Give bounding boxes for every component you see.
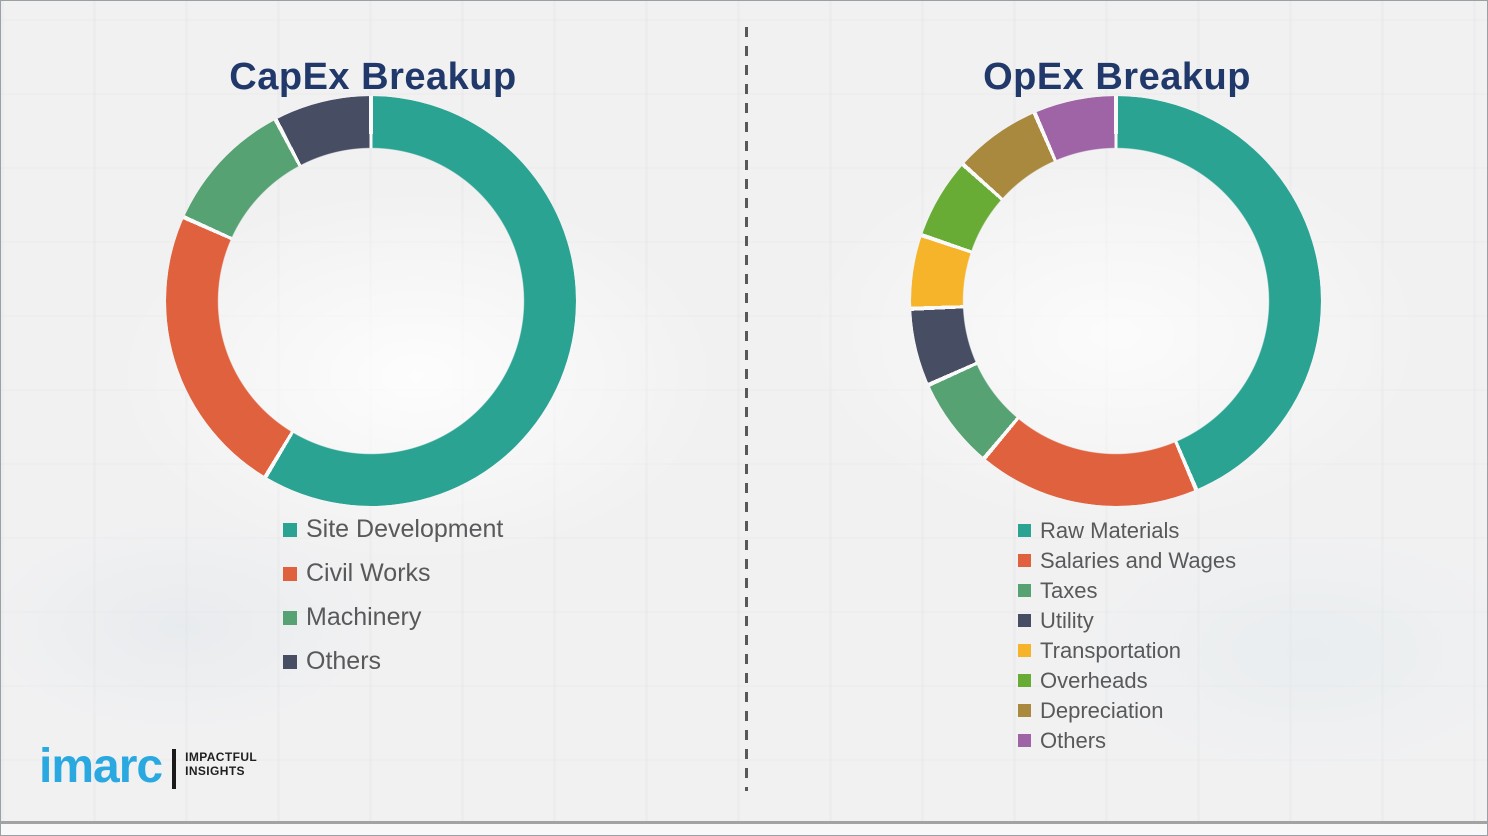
legend-item: Salaries and Wages bbox=[1018, 547, 1237, 573]
legend-swatch-icon bbox=[1018, 524, 1031, 537]
opex-title: OpEx Breakup bbox=[983, 56, 1251, 99]
divider-dashed-line bbox=[745, 27, 748, 791]
imarc-logo: imarc IMPACTFUL INSIGHTS bbox=[39, 739, 257, 795]
legend-label: Machinery bbox=[306, 603, 422, 631]
capex-donut-chart bbox=[166, 96, 576, 506]
capex-panel: CapEx Breakup Site Development Civil Work… bbox=[1, 1, 745, 821]
legend-swatch-icon bbox=[283, 610, 297, 625]
legend-item: Machinery bbox=[283, 603, 503, 631]
legend-item: Depreciation bbox=[1018, 697, 1236, 723]
legend-label: Taxes bbox=[1040, 577, 1098, 603]
legend-item: Others bbox=[283, 647, 503, 675]
legend-swatch-icon bbox=[283, 566, 297, 581]
legend-label: Salaries and Wages bbox=[1040, 547, 1237, 573]
legend-label: Transportation bbox=[1040, 637, 1182, 663]
legend-swatch-icon bbox=[1018, 584, 1031, 597]
opex-donut-chart bbox=[911, 96, 1321, 506]
legend-label: Utility bbox=[1040, 607, 1094, 633]
opex-legend: Raw Materials Salaries and Wages Taxes Util… bbox=[1018, 517, 1237, 753]
legend-label: Raw Materials bbox=[1040, 517, 1180, 543]
logo-tagline-line1: IMPACTFUL bbox=[185, 750, 258, 764]
legend-item: Utility bbox=[1018, 607, 1236, 633]
legend-label: Overheads bbox=[1040, 667, 1148, 693]
legend-swatch-icon bbox=[1018, 554, 1031, 567]
legend-swatch-icon bbox=[283, 654, 297, 669]
legend-item: Raw Materials bbox=[1018, 517, 1236, 543]
legend-swatch-icon bbox=[283, 522, 297, 537]
legend-item: Civil Works bbox=[283, 559, 503, 587]
legend-label: Civil Works bbox=[306, 559, 431, 587]
legend-label: Others bbox=[1040, 727, 1107, 753]
legend-label: Site Development bbox=[306, 515, 504, 543]
legend-swatch-icon bbox=[1018, 704, 1031, 717]
legend-item: Transportation bbox=[1018, 637, 1236, 663]
legend-swatch-icon bbox=[1018, 614, 1031, 627]
legend-item: Others bbox=[1018, 727, 1236, 753]
opex-panel: OpEx Breakup Raw Materials Salaries and W… bbox=[746, 1, 1487, 821]
legend-item: Site Development bbox=[283, 515, 504, 543]
logo-tagline: IMPACTFUL INSIGHTS bbox=[185, 750, 257, 778]
legend-label: Depreciation bbox=[1040, 697, 1164, 723]
capex-legend: Site Development Civil Works Machinery Othe… bbox=[283, 515, 504, 675]
legend-swatch-icon bbox=[1018, 674, 1031, 687]
legend-swatch-icon bbox=[1018, 734, 1031, 747]
bottom-rule bbox=[1, 821, 1487, 824]
legend-item: Taxes bbox=[1018, 577, 1236, 603]
capex-title: CapEx Breakup bbox=[229, 56, 517, 99]
legend-item: Overheads bbox=[1018, 667, 1236, 693]
bottom-strip bbox=[1, 824, 1487, 835]
logo-separator-bar bbox=[172, 749, 177, 789]
logo-tagline-line2: INSIGHTS bbox=[185, 764, 245, 778]
logo-wordmark: imarc bbox=[39, 740, 163, 793]
legend-label: Others bbox=[306, 647, 382, 675]
legend-swatch-icon bbox=[1018, 644, 1031, 657]
